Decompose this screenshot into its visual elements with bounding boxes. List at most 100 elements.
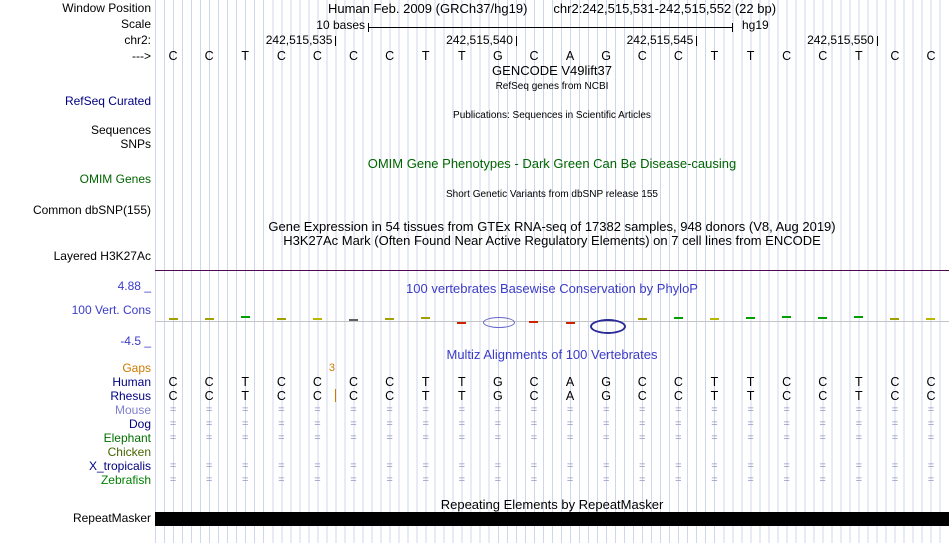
track-title-publications[interactable]: Publications: Sequences in Scientific Ar… xyxy=(453,110,651,121)
aligned-base: C xyxy=(168,375,178,389)
conservation-baseline xyxy=(155,321,949,322)
species-label-elephant[interactable]: Elephant xyxy=(103,431,151,445)
track-label-100-vert-cons[interactable]: 100 Vert. Cons xyxy=(71,303,151,317)
aligned-base: G xyxy=(493,375,503,389)
strand-arrow[interactable]: ---> xyxy=(132,49,151,63)
alignment-gap-glyph: = xyxy=(602,418,610,430)
alignment-gap-glyph: = xyxy=(494,418,502,430)
conservation-ellipse xyxy=(590,318,627,334)
base-letter: T xyxy=(855,49,863,63)
track-label-common-dbsnp[interactable]: Common dbSNP(155) xyxy=(32,203,151,217)
track-label-repeatmasker[interactable]: RepeatMasker xyxy=(72,511,151,525)
aligned-base: C xyxy=(637,375,647,389)
label-gaps[interactable]: Gaps xyxy=(122,361,151,375)
base-letter: C xyxy=(673,49,683,63)
base-letter: C xyxy=(926,49,936,63)
alignment-row-elephant: = = = = = = = = = = = = = = = = = = = = = = xyxy=(155,432,949,445)
track-display-area[interactable]: Human Feb. 2009 (GRCh37/hg19) chr2:242,51… xyxy=(155,0,949,543)
aligned-base: T xyxy=(710,389,719,403)
aligned-base: C xyxy=(529,375,539,389)
alignment-gap-glyph: = xyxy=(422,404,429,416)
species-label-x-tropicalis[interactable]: X_tropicalis xyxy=(88,459,151,473)
alignment-gap-glyph: = xyxy=(169,404,177,416)
base-letter: C xyxy=(890,49,900,63)
scale-bar-right-tick xyxy=(732,23,733,32)
alignment-gap-glyph: = xyxy=(927,460,935,472)
track-title-phylop[interactable]: 100 vertebrates Basewise Conservation by… xyxy=(406,281,698,296)
alignment-gap-glyph: = xyxy=(350,418,357,430)
aligned-base: C xyxy=(349,389,359,403)
track-label-sequences[interactable]: Sequences xyxy=(90,123,151,137)
alignment-gap-glyph: = xyxy=(242,474,249,486)
species-label-human[interactable]: Human xyxy=(112,375,151,389)
repeatmasker-element-bar[interactable] xyxy=(155,512,949,526)
alignment-gap-glyph: = xyxy=(855,460,863,472)
base-letter: T xyxy=(457,49,466,63)
track-title-gencode[interactable]: GENCODE V49lift37 xyxy=(492,63,612,78)
alignment-gap-glyph: = xyxy=(422,474,429,486)
base-letter: C xyxy=(529,49,539,63)
track-title-multiz[interactable]: Multiz Alignments of 100 Vertebrates xyxy=(446,347,658,362)
aligned-base: T xyxy=(855,389,863,403)
species-label-rhesus[interactable]: Rhesus xyxy=(110,389,151,403)
track-title-refseq-sub[interactable]: RefSeq genes from NCBI xyxy=(495,81,609,92)
alignment-row-x-tropicalis: = = = = = = = = = = = = = = = = = = = = = = xyxy=(155,460,949,473)
alignment-gap-glyph: = xyxy=(711,474,718,486)
track-label-snps[interactable]: SNPs xyxy=(120,137,151,151)
alignment-gap-glyph: = xyxy=(783,404,790,416)
ruler-position-label: 242,515,545 xyxy=(626,33,694,47)
alignment-gap-glyph: = xyxy=(205,474,213,486)
base-letter: T xyxy=(746,49,755,63)
alignment-gap-glyph: = xyxy=(278,418,285,430)
alignment-gap-glyph: = xyxy=(530,404,538,416)
alignment-gap-glyph: = xyxy=(386,460,393,472)
alignment-gap-glyph: = xyxy=(530,432,538,444)
species-label-chicken[interactable]: Chicken xyxy=(107,445,151,459)
alignment-gap-glyph: = xyxy=(530,474,538,486)
alignment-gap-glyph: = xyxy=(458,460,466,472)
conservation-tick xyxy=(349,319,358,321)
alignment-gap-glyph: = xyxy=(675,460,682,472)
scale-bar-left-tick xyxy=(368,23,369,32)
aligned-base: C xyxy=(818,375,828,389)
track-title-gtex[interactable]: Gene Expression in 54 tissues from GTEx … xyxy=(268,219,836,234)
species-label-mouse[interactable]: Mouse xyxy=(114,403,151,417)
conservation-tick xyxy=(709,318,719,320)
track-title-h3k27ac[interactable]: H3K27Ac Mark (Often Found Near Active Re… xyxy=(283,233,821,248)
track-title-dbsnp[interactable]: Short Genetic Variants from dbSNP releas… xyxy=(446,189,658,200)
track-label-column: Window Position Scale chr2: ---> RefSeq … xyxy=(0,0,153,543)
track-label-layered-h3k27ac[interactable]: Layered H3K27Ac xyxy=(53,249,151,263)
track-title-repeatmasker[interactable]: Repeating Elements by RepeatMasker xyxy=(440,497,664,512)
alignment-gap-glyph: = xyxy=(891,474,899,486)
base-letter: C xyxy=(276,49,286,63)
label-window-position: Window Position xyxy=(62,1,151,15)
alignment-gap-glyph: = xyxy=(278,474,285,486)
alignment-gap-glyph: = xyxy=(747,404,754,416)
alignment-gap-glyph: = xyxy=(314,432,321,444)
conservation-ellipse xyxy=(482,316,515,328)
track-label-omim-genes[interactable]: OMIM Genes xyxy=(79,172,151,186)
track-label-refseq-curated[interactable]: RefSeq Curated xyxy=(64,94,151,108)
alignment-gap-glyph: = xyxy=(639,432,646,444)
species-label-dog[interactable]: Dog xyxy=(128,417,151,431)
species-label-zebrafish[interactable]: Zebrafish xyxy=(100,473,151,487)
conservation-tick xyxy=(385,318,395,320)
ruler-tick-mark xyxy=(696,36,698,46)
alignment-gap-glyph: = xyxy=(205,460,213,472)
track-title-omim[interactable]: OMIM Gene Phenotypes - Dark Green Can Be… xyxy=(367,156,737,171)
aligned-base: C xyxy=(529,389,539,403)
alignment-gap-glyph: = xyxy=(169,432,177,444)
alignment-gap-glyph: = xyxy=(242,460,249,472)
alignment-gap-glyph: = xyxy=(855,418,863,430)
aligned-base: C xyxy=(168,389,178,403)
base-letter: C xyxy=(385,49,395,63)
alignment-gap-glyph: = xyxy=(314,418,321,430)
alignment-gap-glyph: = xyxy=(602,474,610,486)
ruler-tick-mark xyxy=(335,36,337,46)
alignment-gap-glyph: = xyxy=(314,404,321,416)
alignment-gap-glyph: = xyxy=(675,432,682,444)
alignment-gap-glyph: = xyxy=(278,460,285,472)
aligned-base: T xyxy=(241,389,250,403)
alignment-gap-glyph: = xyxy=(314,460,321,472)
